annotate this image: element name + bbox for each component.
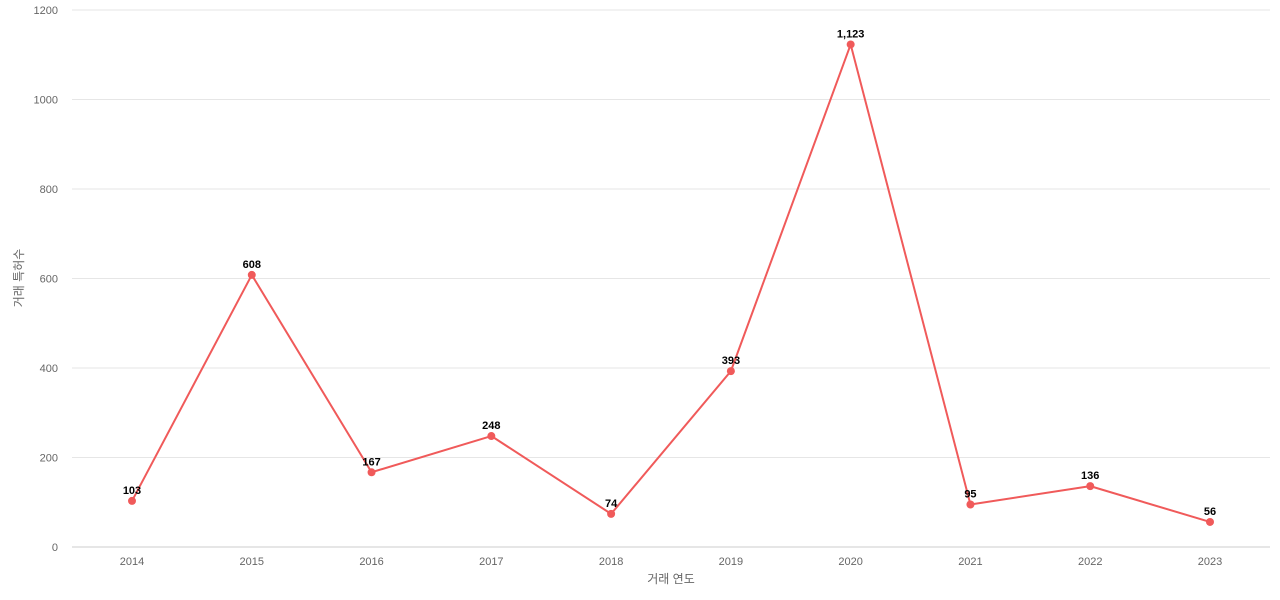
- data-point[interactable]: [1206, 517, 1214, 526]
- data-point[interactable]: [487, 432, 496, 441]
- data-labels: 103 608 167 248 74 393 1,123 95 136 56: [123, 28, 1216, 517]
- x-tick-label: 2021: [958, 556, 982, 568]
- data-point[interactable]: [966, 500, 975, 509]
- y-tick-label: 200: [40, 453, 58, 465]
- y-tick-label: 800: [40, 184, 58, 196]
- data-label: 248: [482, 420, 500, 432]
- x-tick-label: 2023: [1198, 556, 1222, 568]
- x-axis: 2014 2015 2016 2017 2018 2019 2020 2021 2022 2023: [120, 556, 1222, 568]
- data-label: 393: [722, 355, 740, 367]
- data-label: 103: [123, 485, 141, 497]
- y-tick-label: 1200: [34, 5, 58, 17]
- x-tick-label: 2016: [359, 556, 383, 568]
- data-point[interactable]: [1086, 482, 1095, 491]
- y-tick-label: 400: [40, 363, 58, 375]
- x-axis-title: 거래 연도: [647, 572, 695, 586]
- data-point[interactable]: [846, 40, 855, 49]
- x-tick-label: 2018: [599, 556, 623, 568]
- y-tick-label: 0: [52, 542, 58, 554]
- data-label: 56: [1204, 506, 1216, 518]
- y-tick-label: 1000: [34, 95, 58, 107]
- x-tick-label: 2020: [838, 556, 862, 568]
- series-line: [131, 43, 1211, 523]
- data-label: 136: [1081, 470, 1099, 482]
- y-tick-label: 600: [40, 274, 58, 286]
- data-point[interactable]: [607, 509, 616, 518]
- data-label: 608: [243, 259, 261, 271]
- x-tick-label: 2014: [120, 556, 144, 568]
- x-tick-label: 2017: [479, 556, 503, 568]
- data-label: 1,123: [837, 28, 865, 40]
- data-point[interactable]: [367, 468, 376, 477]
- x-tick-label: 2019: [719, 556, 743, 568]
- x-tick-label: 2022: [1078, 556, 1102, 568]
- y-axis-title: 거래 특허수: [12, 249, 26, 308]
- series-layer: [128, 40, 1214, 526]
- data-label: 167: [362, 456, 380, 468]
- y-axis: 0 200 400 600 800 1000 1200: [34, 5, 58, 554]
- data-label: 74: [605, 498, 618, 510]
- data-point[interactable]: [247, 270, 256, 279]
- data-point[interactable]: [726, 367, 735, 376]
- data-point[interactable]: [128, 496, 136, 505]
- grid-layer: [72, 9, 1270, 548]
- x-tick-label: 2015: [240, 556, 264, 568]
- data-label: 95: [964, 488, 976, 500]
